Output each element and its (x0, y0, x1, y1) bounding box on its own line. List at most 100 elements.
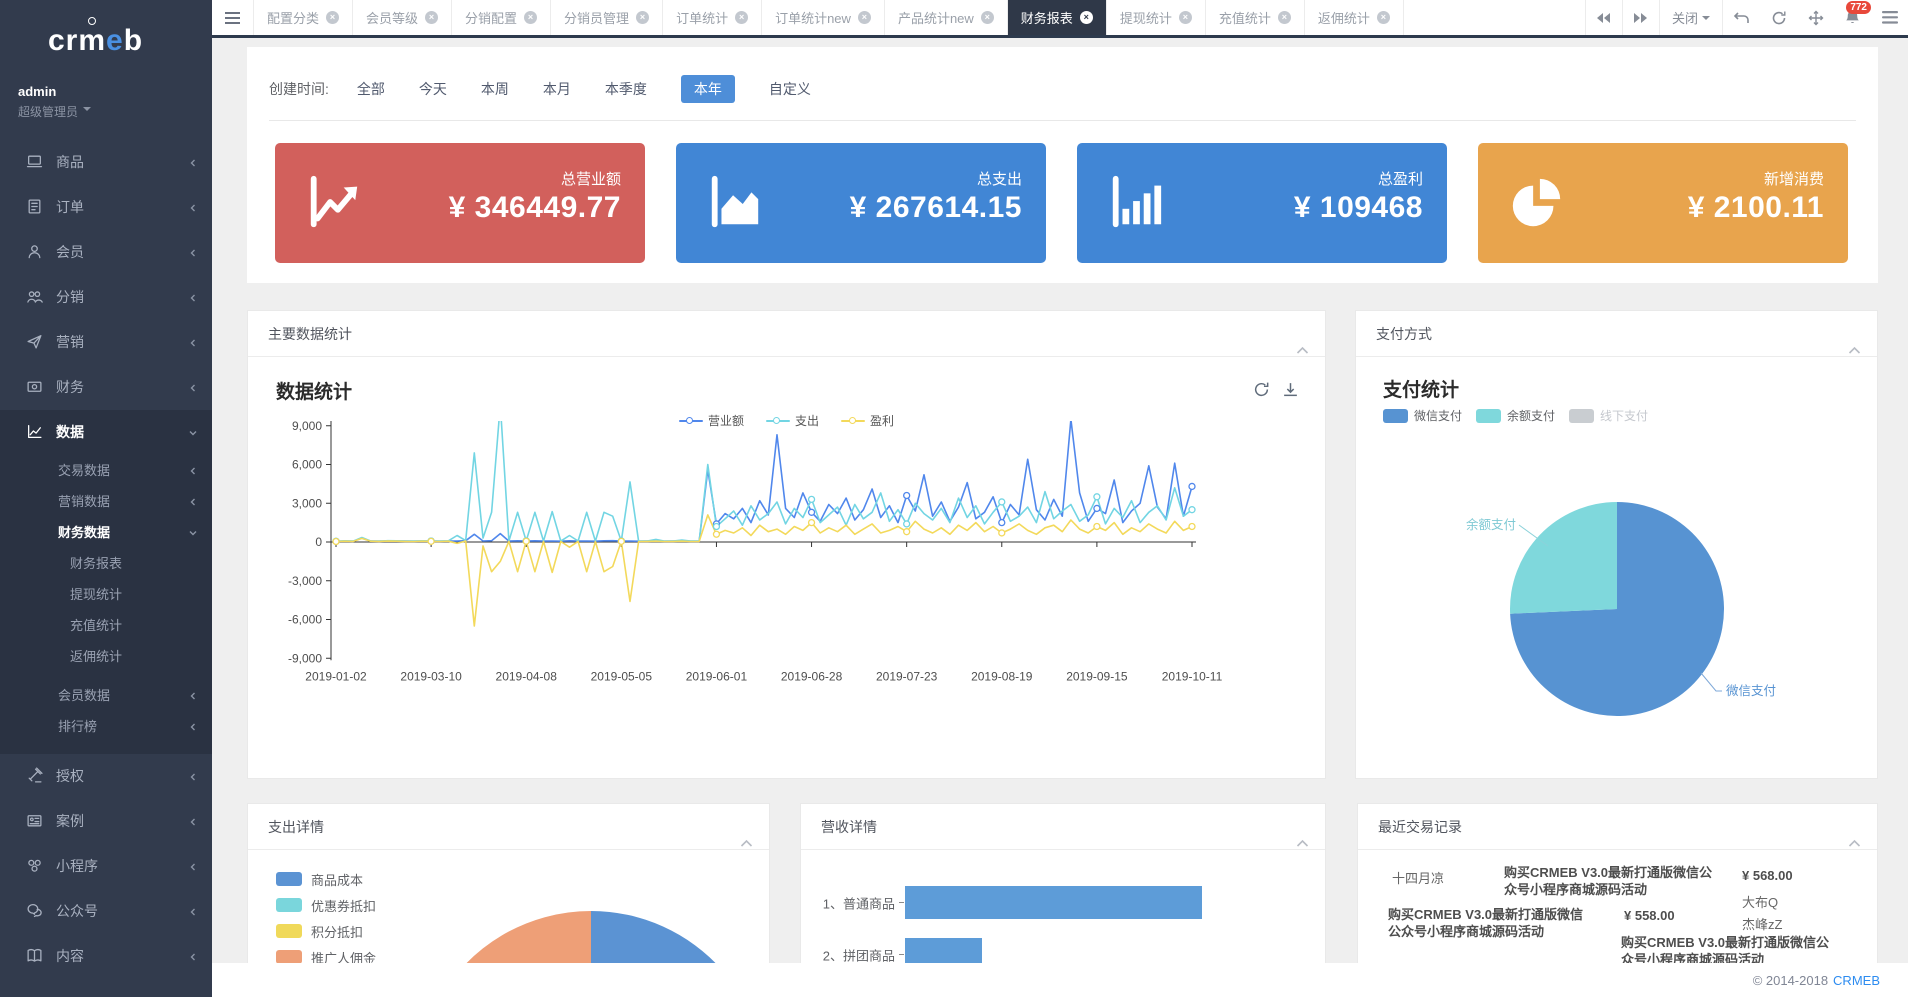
sidebar-item-案例[interactable]: 案例 (0, 799, 212, 844)
content-icon (26, 947, 43, 964)
sidebar-item-会员[interactable]: 会员 (0, 230, 212, 275)
sidebar-subitem-返佣统计[interactable]: 返佣统计 (70, 649, 123, 664)
legend-item-积分抵扣[interactable]: 积分抵扣 (276, 918, 376, 944)
tab-分销员管理[interactable]: 分销员管理 × (551, 0, 664, 35)
slice-微信支付 (1510, 502, 1724, 716)
sidebar-item-内容[interactable]: 内容 (0, 934, 212, 979)
tab-close-icon[interactable]: × (980, 11, 994, 24)
chevron-left-icon (188, 293, 198, 303)
chart-download-icon[interactable] (1282, 381, 1299, 403)
notifications-button[interactable]: 772 (1834, 0, 1871, 35)
sidebar-item-label: 内容 (56, 948, 84, 964)
filter-option-全部[interactable]: 全部 (356, 81, 385, 97)
sidebar-item-公众号[interactable]: 公众号 (0, 889, 212, 934)
collapse-chevron-icon[interactable] (1848, 327, 1861, 373)
close-tabs-dropdown[interactable]: 关闭 (1658, 0, 1723, 35)
filter-option-自定义[interactable]: 自定义 (768, 81, 811, 97)
sidebar-item-订单[interactable]: 订单 (0, 185, 212, 230)
tab-返佣统计[interactable]: 返佣统计 × (1305, 0, 1404, 35)
crmeb-link[interactable]: CRMEB (1833, 972, 1880, 988)
tab-close-icon[interactable]: × (524, 11, 538, 24)
main-content: 创建时间: 全部 今天 本周 本月 本季度 本年 自定义 总营业额 ¥ 346449.77 总支… (212, 41, 1908, 997)
sidebar-subitem-营销数据[interactable]: 营销数据 (0, 486, 212, 517)
sidebar-subitem-交易数据[interactable]: 交易数据 (0, 455, 212, 486)
sidebar-subitem-财务数据[interactable]: 财务数据 (0, 517, 212, 548)
transaction-user: 十四月凉 (1392, 871, 1445, 886)
undo-icon (1733, 12, 1749, 23)
legend-item-推广人佣金[interactable]: 推广人佣金 (276, 944, 376, 970)
sidebar-item-授权[interactable]: 授权 (0, 754, 212, 799)
goods-icon (26, 153, 43, 170)
legend-item-支出[interactable]: 支出 (765, 412, 819, 429)
stat-card-总营业额: 总营业额 ¥ 346449.77 (275, 143, 645, 263)
tab-close-icon[interactable]: × (857, 11, 871, 24)
collapse-chevron-icon[interactable] (1296, 327, 1309, 373)
tab-label: 配置分类 (267, 11, 320, 26)
refresh-button[interactable] (1760, 0, 1797, 35)
svg-text:9,000: 9,000 (292, 421, 322, 433)
tabs-scroll-left-button[interactable] (1584, 0, 1622, 35)
filter-option-本年[interactable]: 本年 (680, 75, 735, 103)
hamburger-menu-icon[interactable] (212, 0, 254, 35)
user-role-dropdown[interactable]: 超级管理员 (18, 103, 212, 120)
stat-cards-row: 总营业额 ¥ 346449.77 总支出 ¥ 267614.15 总盈利 ¥ 109468… (275, 143, 1850, 263)
sidebar-subitem-会员数据[interactable]: 会员数据 (0, 680, 212, 711)
svg-text:6,000: 6,000 (292, 458, 322, 472)
filter-option-本季度[interactable]: 本季度 (604, 81, 647, 97)
tab-close-icon[interactable]: × (326, 11, 340, 24)
sidebar-subitem-排行榜[interactable]: 排行榜 (0, 711, 212, 742)
collapse-chevron-icon[interactable] (740, 820, 753, 866)
legend-item-微信支付[interactable]: 微信支付 (1383, 407, 1462, 424)
sidebar-item-分销[interactable]: 分销 (0, 275, 212, 320)
header-controls: 关闭 772 (1584, 0, 1908, 35)
sidebar-item-财务[interactable]: 财务 (0, 365, 212, 410)
sidebar-subitem-充值统计[interactable]: 充值统计 (70, 618, 123, 633)
filter-option-本周[interactable]: 本周 (480, 81, 509, 97)
tab-close-icon[interactable]: × (1079, 11, 1093, 24)
legend-item-商品成本[interactable]: 商品成本 (276, 866, 376, 892)
tab-产品统计new[interactable]: 产品统计new × (885, 0, 1008, 35)
tab-close-icon[interactable]: × (636, 11, 650, 24)
tab-订单统计[interactable]: 订单统计 × (663, 0, 763, 35)
legend-item-营业额[interactable]: 营业额 (678, 412, 744, 429)
legend-item-优惠券抵扣[interactable]: 优惠券抵扣 (276, 892, 376, 918)
filter-option-今天[interactable]: 今天 (418, 81, 447, 97)
chart-refresh-icon[interactable] (1253, 381, 1270, 403)
legend-swatch (276, 872, 302, 886)
sidebar-subitem-财务报表[interactable]: 财务报表 (70, 556, 123, 571)
chevron-down-icon (188, 528, 198, 538)
svg-text:2019-06-28: 2019-06-28 (781, 669, 843, 683)
tab-配置分类[interactable]: 配置分类 × (254, 0, 354, 35)
legend-item-余额支付[interactable]: 余额支付 (1476, 407, 1555, 424)
tab-close-icon[interactable]: × (1376, 11, 1390, 24)
sidebar-item-小程序[interactable]: 小程序 (0, 844, 212, 889)
legend-item-线下支付[interactable]: 线下支付 (1569, 407, 1648, 424)
tab-分销配置[interactable]: 分销配置 × (452, 0, 552, 35)
legend-item-盈利[interactable]: 盈利 (841, 412, 894, 429)
pie-chart-title: 支付统计 (1383, 380, 1460, 401)
tab-提现统计[interactable]: 提现统计 × (1107, 0, 1206, 35)
filter-option-本月[interactable]: 本月 (542, 81, 571, 97)
tab-close-icon[interactable]: × (1178, 11, 1192, 24)
sidebar-subitem-提现统计[interactable]: 提现统计 (70, 587, 123, 602)
sidebar-item-营销[interactable]: 营销 (0, 320, 212, 365)
back-button[interactable] (1723, 0, 1760, 35)
pie-chart-legend: 微信支付 余额支付 线下支付 (1383, 407, 1648, 424)
message-list-button[interactable] (1871, 0, 1908, 35)
sidebar-item-label: 公众号 (56, 903, 98, 919)
sidebar-item-数据[interactable]: 数据 (0, 410, 212, 455)
tabs-scroll-right-button[interactable] (1621, 0, 1659, 35)
line-chart-legend: 营业额 支出 盈利 (248, 412, 1325, 429)
sidebar-item-商品[interactable]: 商品 (0, 140, 212, 185)
legend-swatch (276, 898, 302, 912)
tab-close-icon[interactable]: × (1277, 11, 1291, 24)
collapse-chevron-icon[interactable] (1848, 820, 1861, 866)
collapse-chevron-icon[interactable] (1296, 820, 1309, 866)
tab-会员等级[interactable]: 会员等级 × (353, 0, 453, 35)
tab-充值统计[interactable]: 充值统计 × (1206, 0, 1305, 35)
tab-close-icon[interactable]: × (425, 11, 439, 24)
tab-close-icon[interactable]: × (735, 11, 749, 24)
tab-财务报表[interactable]: 财务报表 × (1007, 0, 1107, 35)
fullscreen-button[interactable] (1797, 0, 1834, 35)
tab-订单统计new[interactable]: 订单统计new × (762, 0, 885, 35)
